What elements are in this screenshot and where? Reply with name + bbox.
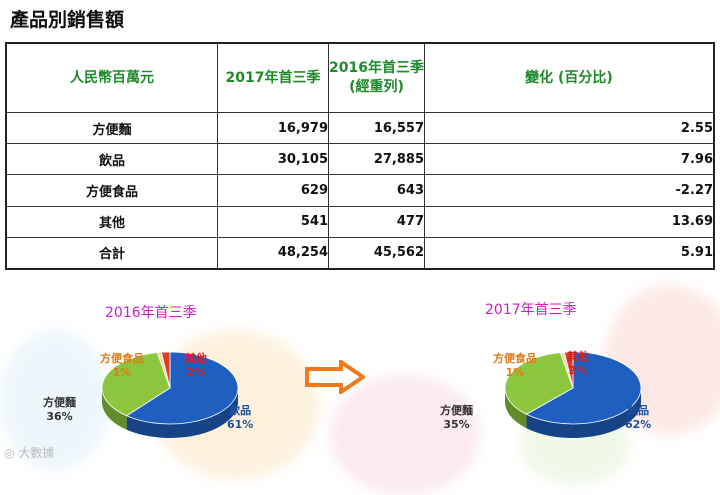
table-header-row: 人民幣百萬元 2017年首三季 2016年首三季 (經重列) 變化 (百分比) (5, 42, 715, 113)
slice-label-food: 方便食品 1% (100, 352, 144, 380)
slice-percent: 2% (568, 364, 588, 377)
watermark-logo-icon: ◎ (4, 446, 15, 460)
pie-slice-side (505, 388, 527, 429)
sales-table: 人民幣百萬元 2017年首三季 2016年首三季 (經重列) 變化 (百分比) 方… (5, 42, 715, 270)
value-2016-cell: 45,562 (328, 236, 425, 270)
value-2017-cell: 48,254 (217, 236, 329, 270)
background-blob (0, 330, 110, 470)
slice-label-food: 方便食品 1% (493, 352, 537, 380)
category-cell: 其他 (5, 205, 218, 238)
category-cell: 飲品 (5, 143, 218, 176)
value-2017-cell: 629 (217, 174, 329, 207)
slice-percent: 35% (443, 418, 470, 431)
table-row: 方便食品 629 643 -2.27 (5, 174, 715, 207)
slice-name: 方便食品 (493, 352, 537, 365)
slice-name: 方便麵 (440, 404, 473, 417)
pie-slice (525, 351, 642, 425)
slice-percent: 62% (625, 418, 652, 431)
category-cell: 方便麵 (5, 111, 218, 145)
pie-title-2016: 2016年首三季 (105, 305, 197, 321)
pie-chart-2016 (101, 351, 239, 438)
column-header: 人民幣百萬元 (5, 42, 218, 113)
category-cell: 合計 (5, 236, 218, 270)
slice-label-noodles: 方便麵 36% (43, 396, 76, 424)
change-cell: 13.69 (424, 205, 715, 238)
slice-label-noodles: 方便麵 35% (440, 404, 473, 432)
value-2017-cell: 30,105 (217, 143, 329, 176)
column-header: 2017年首三季 (217, 42, 329, 113)
table-row: 合計 48,254 45,562 5.91 (5, 236, 715, 270)
column-header-sub: (經重列) (349, 79, 404, 95)
watermark-text: 大數據 (18, 446, 55, 460)
slice-name: 方便食品 (100, 352, 144, 365)
slice-name: 方便麵 (43, 396, 76, 409)
category-cell: 方便食品 (5, 174, 218, 207)
pie-slice (101, 352, 171, 417)
value-2017-cell: 16,979 (217, 111, 329, 145)
value-2017-cell: 541 (217, 205, 329, 238)
pie-slice-side (526, 388, 641, 438)
slice-name: 飲品 (627, 404, 650, 417)
slice-percent: 36% (46, 410, 73, 423)
column-header-main: 2016年首三季 (329, 60, 424, 76)
slice-name: 其他 (567, 350, 589, 363)
change-cell: 5.91 (424, 236, 715, 270)
value-2016-cell: 27,885 (328, 143, 425, 176)
pie-slice (160, 351, 171, 389)
arrow-right-icon (305, 360, 365, 394)
pie-title-2017: 2017年首三季 (485, 302, 577, 318)
change-cell: 2.55 (424, 111, 715, 145)
column-header: 變化 (百分比) (424, 42, 715, 113)
table-row: 飲品 30,105 27,885 7.96 (5, 143, 715, 176)
slice-percent: 1% (505, 366, 525, 379)
slice-label-drinks: 飲品 62% (625, 404, 651, 432)
slice-label-drinks: 飲品 61% (227, 404, 253, 432)
slice-percent: 61% (227, 418, 254, 431)
pie-slice (563, 351, 574, 389)
slice-label-other: 其他 2% (185, 352, 207, 380)
slice-label-other: 其他 2% (567, 350, 589, 378)
page-title: 產品別銷售額 (10, 9, 125, 31)
value-2016-cell: 477 (328, 205, 425, 238)
slice-name: 其他 (185, 352, 207, 365)
value-2016-cell: 16,557 (328, 111, 425, 145)
watermark: ◎ 大數據 (4, 444, 54, 461)
change-cell: -2.27 (424, 174, 715, 207)
value-2016-cell: 643 (328, 174, 425, 207)
change-cell: 7.96 (424, 143, 715, 176)
table-row: 方便麵 16,979 16,557 2.55 (5, 111, 715, 145)
slice-percent: 1% (112, 366, 132, 379)
table-row: 其他 541 477 13.69 (5, 205, 715, 238)
pie-chart-2017 (504, 351, 642, 438)
slice-name: 飲品 (229, 404, 252, 417)
column-header: 2016年首三季 (經重列) (328, 42, 425, 113)
pie-slice (125, 351, 239, 425)
pie-slice-side (126, 388, 238, 438)
pie-slice (504, 352, 574, 415)
slice-percent: 2% (186, 366, 206, 379)
